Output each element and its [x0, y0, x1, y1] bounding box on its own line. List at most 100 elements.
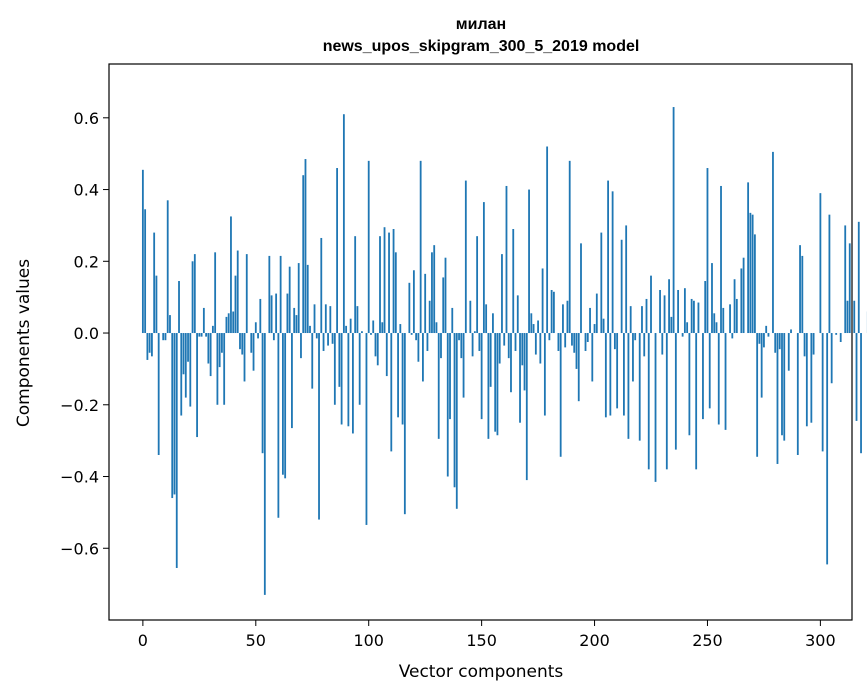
x-tick-label-100: 100 — [353, 631, 384, 650]
bar-component-266 — [742, 257, 745, 334]
bar-component-116 — [403, 333, 406, 515]
bar-component-75 — [311, 333, 314, 389]
bar-component-76 — [313, 304, 316, 334]
bar-component-136 — [449, 333, 451, 420]
bar-component-83 — [329, 306, 332, 334]
bar-component-141 — [460, 333, 463, 359]
bar-component-213 — [623, 333, 625, 416]
bar-component-204 — [602, 318, 605, 334]
bar-component-215 — [627, 333, 630, 439]
y-tick-label--0.4: −0.4 — [60, 468, 99, 487]
bar-component-42 — [236, 250, 239, 334]
bar-component-58 — [272, 333, 275, 341]
bar-component-201 — [595, 293, 598, 334]
bar-component-153 — [487, 333, 490, 439]
bar-component-108 — [385, 333, 388, 377]
bar-component-217 — [632, 333, 634, 382]
bar-component-152 — [485, 304, 488, 334]
bar-component-277 — [767, 333, 770, 337]
bar-component-17 — [180, 333, 183, 416]
bar-component-96 — [358, 333, 361, 405]
bar-component-125 — [424, 273, 427, 334]
bar-component-293 — [803, 333, 806, 357]
bar-component-270 — [751, 214, 754, 334]
x-tick-label-150: 150 — [466, 631, 497, 650]
bar-component-107 — [383, 227, 386, 334]
bar-component-104 — [376, 333, 379, 366]
bar-component-84 — [331, 333, 334, 344]
bar-component-239 — [681, 333, 684, 337]
bar-component-181 — [550, 289, 553, 334]
bar-component-128 — [431, 252, 433, 334]
bar-component-173 — [532, 324, 535, 334]
bar-component-269 — [749, 212, 752, 334]
bar-component-292 — [801, 255, 804, 334]
bar-component-156 — [494, 333, 497, 432]
bar-component-10 — [164, 333, 167, 341]
bar-component-223 — [645, 298, 648, 334]
bar-component-199 — [591, 333, 594, 382]
bar-component-167 — [519, 333, 521, 423]
bar-component-2 — [146, 333, 149, 360]
bar-component-28 — [205, 333, 208, 337]
bar-component-231 — [663, 295, 666, 334]
bar-component-244 — [693, 300, 695, 334]
bar-component-161 — [505, 185, 508, 334]
bar-component-109 — [388, 232, 390, 334]
bar-component-214 — [625, 225, 628, 334]
bar-component-86 — [336, 168, 338, 334]
bar-component-37 — [225, 316, 228, 334]
bar-component-150 — [480, 333, 483, 420]
bar-component-148 — [476, 236, 479, 334]
bar-component-232 — [665, 333, 668, 470]
bar-component-25 — [198, 333, 201, 337]
bar-component-91 — [347, 333, 350, 427]
bar-component-139 — [455, 333, 458, 509]
bar-component-26 — [200, 333, 203, 337]
bar-component-87 — [338, 333, 341, 387]
bar-component-154 — [489, 333, 492, 387]
bar-component-294 — [805, 333, 808, 427]
bar-component-38 — [227, 313, 230, 334]
bar-component-65 — [288, 266, 291, 334]
bar-component-203 — [600, 232, 603, 334]
bar-component-309 — [839, 333, 842, 342]
bar-component-179 — [546, 146, 549, 334]
bar-component-79 — [320, 237, 323, 334]
bar-component-129 — [433, 245, 436, 334]
bar-component-64 — [286, 293, 289, 334]
bar-component-105 — [379, 236, 381, 334]
bar-component-165 — [514, 333, 517, 351]
bar-component-146 — [471, 333, 474, 357]
bar-component-312 — [846, 300, 849, 334]
bar-component-225 — [650, 275, 652, 334]
bar-component-72 — [304, 159, 307, 334]
bar-component-209 — [613, 333, 616, 350]
bar-component-56 — [268, 255, 271, 334]
bar-component-88 — [340, 333, 343, 425]
bar-component-297 — [812, 333, 815, 355]
bar-component-39 — [230, 216, 232, 334]
bar-component-196 — [584, 333, 587, 351]
bar-component-186 — [562, 304, 564, 334]
bar-component-192 — [575, 333, 578, 369]
bar-component-159 — [501, 254, 503, 334]
bar-component-168 — [521, 333, 524, 366]
bar-component-145 — [469, 300, 472, 334]
bar-component-307 — [835, 333, 838, 335]
y-tick-label--0.2: −0.2 — [60, 396, 99, 415]
bar-component-275 — [763, 333, 765, 348]
bar-component-67 — [293, 307, 296, 334]
bar-component-235 — [672, 107, 675, 334]
y-tick-label-0.4: 0.4 — [74, 181, 99, 200]
bar-component-102 — [372, 320, 375, 334]
bar-component-194 — [580, 243, 582, 334]
bar-component-170 — [525, 333, 528, 481]
bar-component-6 — [155, 275, 158, 334]
bar-component-178 — [543, 333, 546, 416]
bar-component-255 — [717, 333, 720, 425]
bar-component-261 — [731, 333, 734, 339]
bar-component-21 — [189, 333, 192, 407]
bar-component-273 — [758, 333, 761, 344]
